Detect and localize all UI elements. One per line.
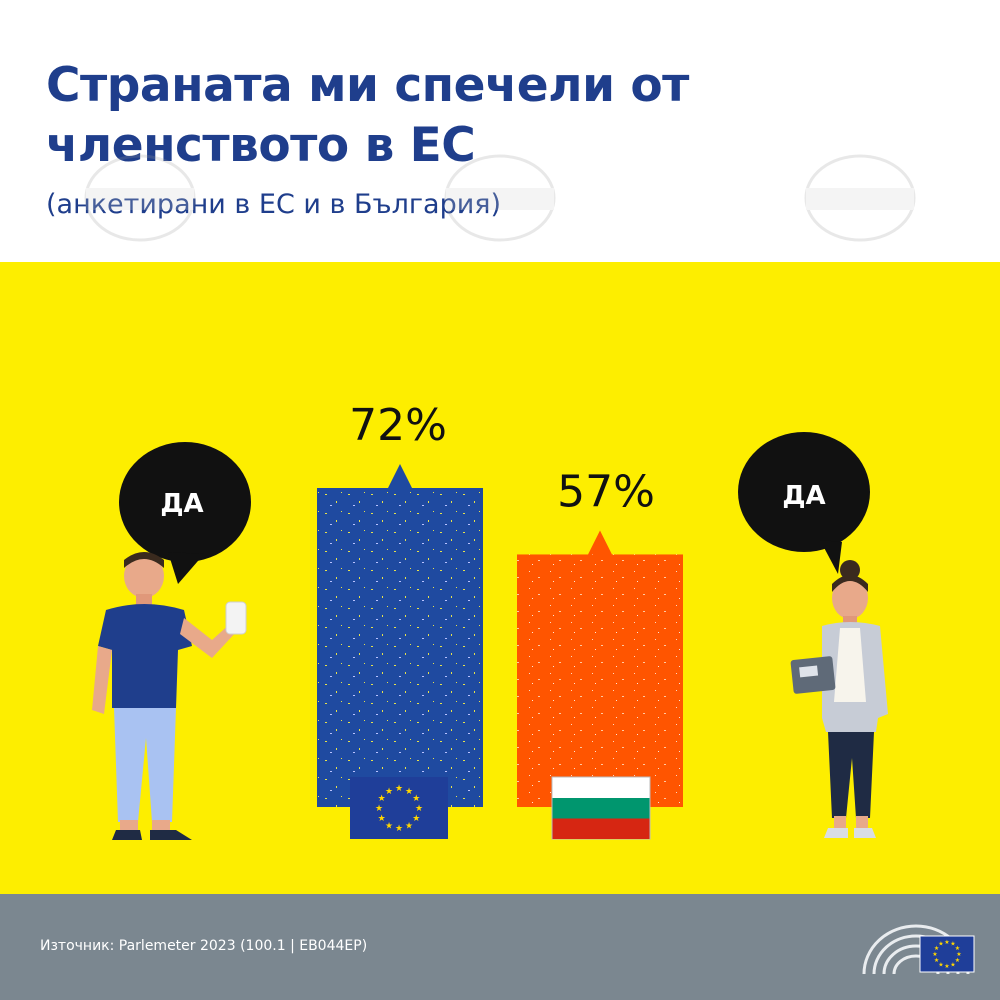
star-icon: ★ — [932, 951, 937, 958]
star-icon: ★ — [405, 787, 413, 797]
star-icon: ★ — [938, 941, 943, 948]
bar-bulgaria — [517, 530, 683, 807]
star-icon: ★ — [950, 941, 955, 948]
star-icon: ★ — [944, 963, 949, 970]
footer: ★ ★ ★ ★ ★ ★ ★ ★ ★ ★ ★ ★ — [0, 894, 1000, 1000]
speech-bubble-right: ДА — [738, 432, 870, 574]
star-icon: ★ — [938, 961, 943, 968]
speech-bubble-left: ДА — [119, 442, 251, 584]
star-icon: ★ — [944, 939, 949, 946]
star-icon: ★ — [405, 821, 413, 831]
bar-eu — [317, 464, 483, 807]
eu-flag-icon: ★★★★★★★★★ ★ ★★ — [350, 777, 448, 839]
star-icon: ★ — [412, 794, 420, 804]
page-title: Страната ми спечели от членството в ЕС — [46, 58, 689, 173]
european-parliament-logo: ★★★★★★★★★ ★ ★★ — [862, 924, 975, 975]
speech-bubble-right-text: ДА — [782, 481, 825, 511]
bar-chart: ДА ДА 72% 57% — [92, 400, 888, 840]
bar-value-label: 57% — [557, 466, 655, 517]
woman-illustration: ДА — [738, 432, 888, 838]
star-icon: ★ — [378, 814, 386, 824]
star-icon: ★ — [934, 945, 939, 952]
bta-watermark-icon — [804, 154, 916, 242]
man-illustration: ДА — [92, 442, 251, 840]
bar-value-label: 72% — [349, 400, 447, 451]
bulgaria-flag-icon — [551, 776, 651, 840]
header: Страната ми спечели от членството в ЕС (… — [0, 0, 1000, 262]
bar-pointer-icon — [388, 464, 412, 488]
star-icon: ★ — [950, 961, 955, 968]
star-icon: ★ — [385, 821, 393, 831]
star-icon: ★ — [378, 794, 386, 804]
star-icon: ★ — [934, 957, 939, 964]
bta-watermark-icon — [444, 154, 556, 242]
star-icon: ★ — [385, 787, 393, 797]
star-icon: ★ — [375, 804, 383, 814]
page-subtitle: (анкетирани в ЕС и в България) — [46, 189, 502, 220]
bar-pointer-icon — [588, 530, 612, 555]
star-icon: ★ — [955, 945, 960, 952]
star-icon: ★ — [395, 824, 403, 834]
star-icon: ★ — [412, 814, 420, 824]
star-icon: ★ — [415, 804, 423, 814]
star-icon: ★ — [956, 951, 961, 958]
speech-bubble-left-text: ДА — [160, 489, 203, 519]
star-icon: ★ — [395, 784, 403, 794]
source-note: Източник: Parlemeter 2023 (100.1 | EB044… — [40, 938, 368, 954]
star-icon: ★ — [955, 957, 960, 964]
bta-watermark-icon — [84, 154, 196, 242]
